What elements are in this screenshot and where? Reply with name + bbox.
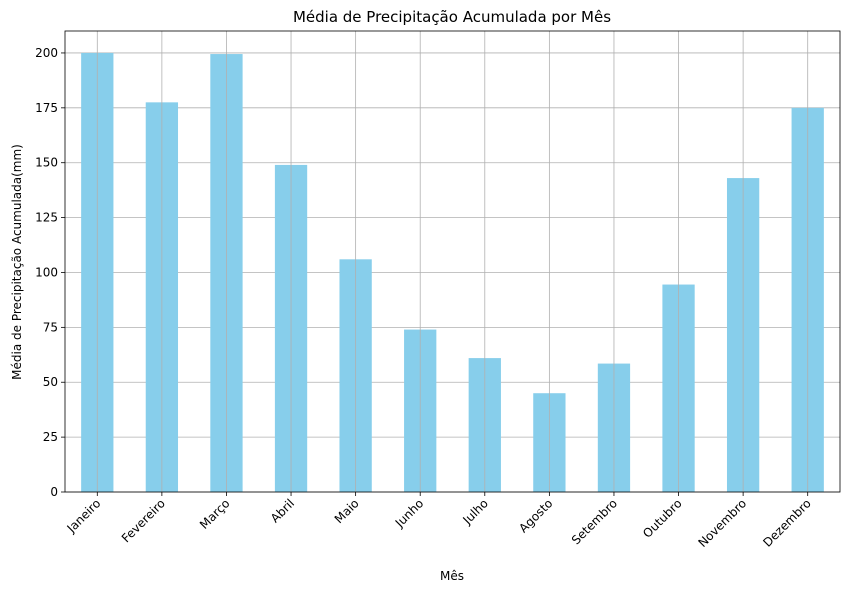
x-tick-label: Julho [459, 496, 490, 527]
axes-frame [64, 30, 841, 493]
y-tick-label: 50 [43, 375, 58, 389]
y-axis-ticks: 0 25 50 75 100 125 150 175 200 [35, 46, 65, 499]
vertical-grid-layer [96, 31, 809, 492]
x-tick-label: Outubro [640, 496, 685, 541]
y-tick-label: 75 [43, 320, 58, 334]
x-tick-label: Março [197, 496, 233, 532]
grid-layer [65, 52, 840, 493]
x-tick-label: Junho [392, 496, 426, 530]
x-tick-label: Fevereiro [119, 496, 168, 545]
x-tick-label: Abril [268, 496, 297, 525]
x-tick-label: Dezembro [760, 496, 813, 549]
chart-title: Média de Precipitação Acumulada por Mês [293, 8, 611, 26]
y-tick-label: 200 [35, 46, 58, 60]
x-tick-label: Agosto [516, 496, 555, 535]
plot-frame [64, 30, 841, 493]
y-tick-label: 125 [35, 211, 58, 225]
y-axis-label: Média de Precipitação Acumulada(mm) [10, 144, 24, 380]
y-tick-label: 25 [43, 430, 58, 444]
y-tick-label: 0 [50, 485, 58, 499]
x-tick-label: Maio [332, 496, 362, 526]
y-tick-label: 150 [35, 156, 58, 170]
y-tick-label: 100 [35, 265, 58, 279]
x-tick-label: Janeiro [64, 496, 104, 536]
x-tick-label: Novembro [695, 496, 749, 550]
x-axis-ticks: Janeiro Fevereiro Março Abril Maio Junho Julho… [64, 492, 814, 550]
x-axis-label: Mês [440, 569, 464, 583]
y-tick-label: 175 [35, 101, 58, 115]
x-tick-label: Setembro [569, 496, 620, 547]
